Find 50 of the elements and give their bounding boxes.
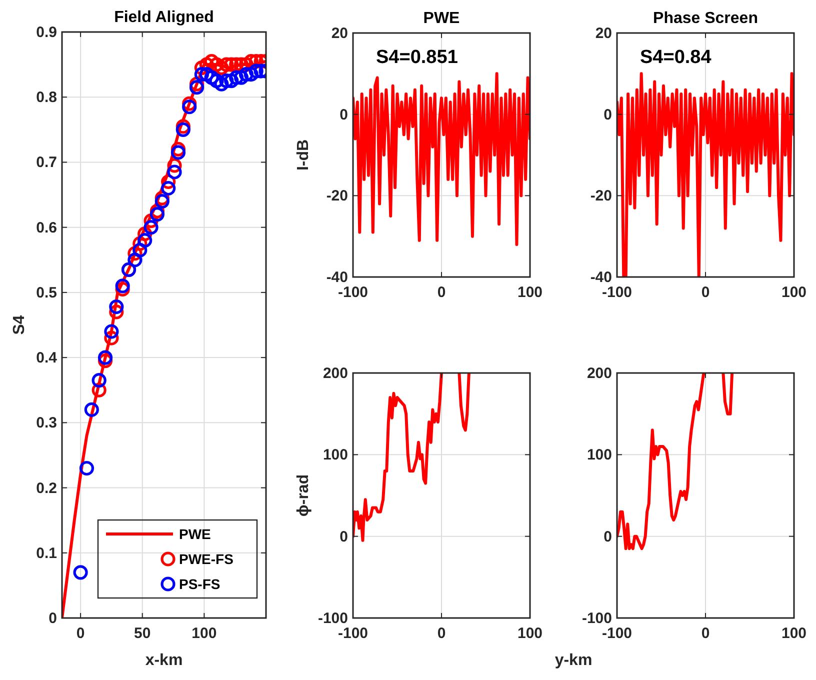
x-axis-title: x-km xyxy=(145,652,183,669)
y-tick-label: 0.7 xyxy=(36,154,57,172)
y-tick-label: -100 xyxy=(582,610,612,627)
y-tick-label: -20 xyxy=(590,188,612,205)
y-tick-label: 200 xyxy=(586,365,612,382)
y-tick-label: -100 xyxy=(318,610,348,627)
y-tick-label: 100 xyxy=(322,446,348,464)
y-axis-title: S4 xyxy=(11,315,28,335)
y-tick-label: -20 xyxy=(326,188,348,205)
x-tick-label: 50 xyxy=(134,625,151,642)
x-tick-label: 0 xyxy=(76,625,85,642)
x-tick-label: 0 xyxy=(437,284,446,301)
x-tick-label: 100 xyxy=(781,625,807,642)
x-tick-label: 100 xyxy=(517,625,543,642)
y-tick-label: 0 xyxy=(340,106,348,124)
y-tick-label: 20 xyxy=(331,25,348,42)
y-tick-label: -40 xyxy=(590,269,612,286)
chart-title: Field Aligned xyxy=(114,9,214,26)
y-tick-label: 0.3 xyxy=(36,414,57,432)
y-tick-label: 0.4 xyxy=(36,350,58,367)
y-tick-label: 0.2 xyxy=(36,480,57,497)
y-tick-label: 200 xyxy=(322,365,348,382)
y-tick-label: 0.6 xyxy=(36,219,57,236)
chart-title: PWE xyxy=(423,10,460,27)
x-tick-label: 0 xyxy=(701,625,710,642)
y-tick-label: 0.9 xyxy=(36,24,57,41)
legend-label: PS-FS xyxy=(179,576,220,592)
annotation: S4=0.84 xyxy=(640,47,712,68)
x-tick-label: 0 xyxy=(701,284,710,301)
y-tick-label: -40 xyxy=(326,269,348,286)
y-tick-label: 20 xyxy=(595,25,612,42)
y-tick-label: 0 xyxy=(604,528,612,546)
y-axis-title: ϕ-rad xyxy=(295,474,312,517)
x-tick-label: 0 xyxy=(437,625,446,642)
y-tick-label: 0.8 xyxy=(36,89,57,106)
x-tick-label: 100 xyxy=(517,284,543,301)
legend-label: PWE-FS xyxy=(179,551,234,567)
y-tick-label: 0 xyxy=(340,528,348,546)
annotation: S4=0.851 xyxy=(376,47,458,68)
x-tick-label: 100 xyxy=(192,625,217,642)
x-axis-title: y-km xyxy=(554,652,592,669)
y-tick-label: 0 xyxy=(48,610,57,627)
y-tick-label: 0 xyxy=(604,106,612,124)
y-tick-label: 0.5 xyxy=(36,284,57,302)
legend-label: PWE xyxy=(179,526,211,542)
y-tick-label: 100 xyxy=(586,446,612,464)
chart-title: Phase Screen xyxy=(653,10,758,27)
y-axis-title: I-dB xyxy=(295,139,312,171)
y-tick-label: 0.1 xyxy=(36,544,57,562)
x-tick-label: 100 xyxy=(781,284,807,301)
